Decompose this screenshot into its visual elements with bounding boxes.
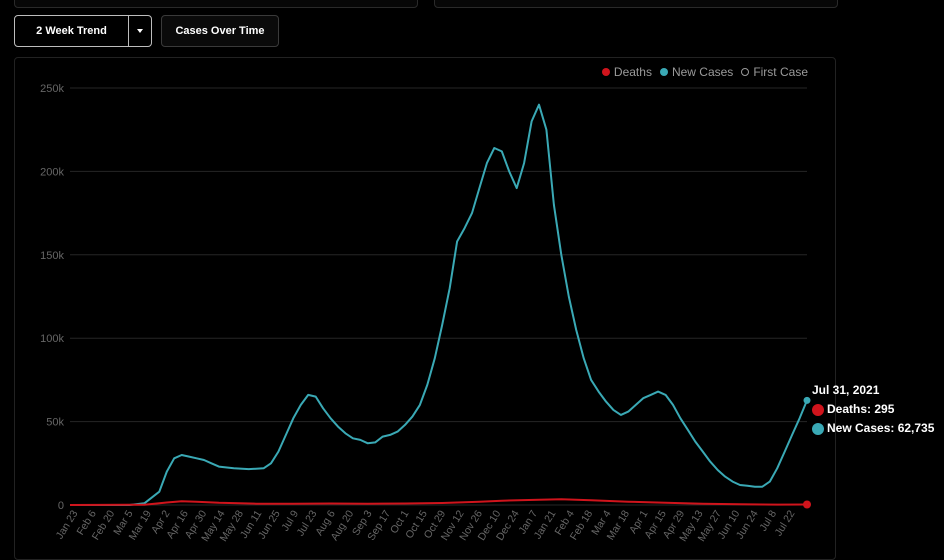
trend-button[interactable]: 2 Week Trend: [15, 16, 129, 46]
trend-dropdown[interactable]: 2 Week Trend: [14, 15, 152, 47]
deaths-dot-icon: [601, 68, 610, 76]
chevron-down-icon[interactable]: [129, 16, 151, 46]
tooltip-date: Jul 31, 2021: [812, 383, 880, 397]
y-tick-label: 100k: [40, 333, 64, 345]
deaths-dot-icon: [812, 403, 824, 416]
x-tick-label: Jan 23: [54, 508, 81, 541]
top-panel-left: [14, 0, 418, 8]
tooltip-new-cases-row: New Cases: 62,735: [812, 419, 934, 438]
y-tick-label: 150k: [40, 250, 64, 262]
y-tick-label: 250k: [40, 83, 64, 95]
legend-new-cases[interactable]: New Cases: [659, 65, 734, 79]
chart-legend: Deaths New Cases First Case: [601, 65, 808, 79]
tooltip-deaths: Deaths: 295: [827, 402, 895, 416]
x-tick-label: Jul 22: [773, 508, 798, 538]
y-tick-label: 50k: [46, 417, 64, 429]
y-tick-label: 200k: [40, 166, 64, 178]
legend-first-case-label: First Case: [753, 65, 808, 79]
deaths-end-point: [803, 500, 811, 509]
top-panel-right: [434, 0, 838, 8]
legend-first-case[interactable]: First Case: [741, 65, 808, 79]
deaths-series-line: [69, 498, 808, 506]
tooltip-deaths-row: Deaths: 295: [812, 400, 934, 419]
y-tick-label: 0: [58, 500, 64, 512]
chart-tooltip: Jul 31, 2021 Deaths: 295 New Cases: 62,7…: [812, 381, 934, 438]
new-cases-end-point: [803, 396, 811, 404]
tooltip-new-cases: New Cases: 62,735: [827, 421, 935, 435]
new-cases-dot-icon: [812, 422, 824, 435]
chart-panel: [14, 57, 836, 560]
legend-deaths[interactable]: Deaths: [601, 65, 652, 79]
cases-over-time-button[interactable]: Cases Over Time: [161, 15, 279, 47]
first-case-circle-icon: [741, 68, 750, 76]
legend-new-cases-label: New Cases: [671, 65, 734, 79]
legend-deaths-label: Deaths: [613, 65, 652, 79]
new-cases-dot-icon: [659, 68, 668, 76]
new-cases-series-line: [70, 103, 808, 506]
